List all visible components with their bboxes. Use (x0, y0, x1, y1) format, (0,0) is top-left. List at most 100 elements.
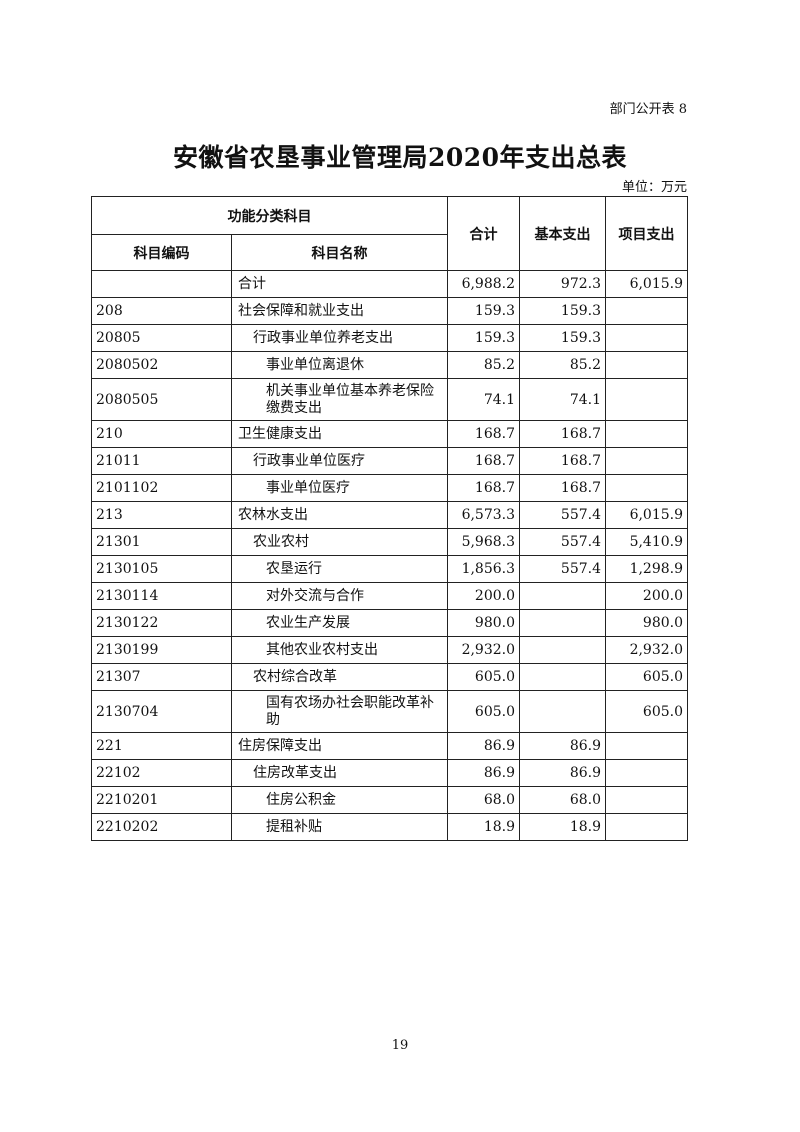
cell-total: 74.1 (447, 378, 520, 421)
cell-total: 159.3 (447, 297, 520, 325)
cell-project (605, 351, 688, 379)
cell-name: 农垦运行 (231, 555, 448, 583)
cell-basic (519, 663, 606, 691)
cell-project: 1,298.9 (605, 555, 688, 583)
cell-project: 5,410.9 (605, 528, 688, 556)
table-row: 2130105 农垦运行 1,856.3 557.4 1,298.9 (91, 555, 688, 583)
cell-project: 6,015.9 (605, 270, 688, 298)
cell-name: 农业生产发展 (231, 609, 448, 637)
cell-name: 社会保障和就业支出 (231, 297, 448, 325)
cell-name: 国有农场办社会职能改革补助 (231, 690, 448, 733)
cell-code: 20805 (91, 324, 232, 352)
cell-code: 2210201 (91, 786, 232, 814)
cell-code: 2130114 (91, 582, 232, 610)
cell-total: 159.3 (447, 324, 520, 352)
table-row: 20805 行政事业单位养老支出 159.3 159.3 (91, 324, 688, 352)
table-row: 2130122 农业生产发展 980.0 980.0 (91, 609, 688, 637)
cell-project: 200.0 (605, 582, 688, 610)
cell-code: 2130105 (91, 555, 232, 583)
cell-code: 21307 (91, 663, 232, 691)
cell-code: 210 (91, 420, 232, 448)
cell-total: 605.0 (447, 663, 520, 691)
cell-name: 农村综合改革 (231, 663, 448, 691)
cell-project (605, 759, 688, 787)
cell-total: 6,988.2 (447, 270, 520, 298)
cell-total: 85.2 (447, 351, 520, 379)
cell-basic: 86.9 (519, 759, 606, 787)
cell-basic: 168.7 (519, 420, 606, 448)
cell-project: 980.0 (605, 609, 688, 637)
cell-total: 86.9 (447, 759, 520, 787)
header-project: 项目支出 (605, 196, 688, 271)
cell-basic: 972.3 (519, 270, 606, 298)
cell-basic: 159.3 (519, 324, 606, 352)
cell-total: 6,573.3 (447, 501, 520, 529)
table-row: 2210201 住房公积金 68.0 68.0 (91, 786, 688, 814)
cell-code: 2080502 (91, 351, 232, 379)
cell-project (605, 813, 688, 841)
header-total: 合计 (447, 196, 520, 271)
cell-basic: 85.2 (519, 351, 606, 379)
cell-name: 合计 (231, 270, 448, 298)
cell-total: 86.9 (447, 732, 520, 760)
header-group: 功能分类科目 (91, 196, 448, 235)
cell-code: 2101102 (91, 474, 232, 502)
cell-name: 对外交流与合作 (231, 582, 448, 610)
cell-name: 卫生健康支出 (231, 420, 448, 448)
table-row: 21307 农村综合改革 605.0 605.0 (91, 663, 688, 691)
cell-total: 68.0 (447, 786, 520, 814)
cell-code: 2130199 (91, 636, 232, 664)
cell-name: 事业单位医疗 (231, 474, 448, 502)
cell-project (605, 474, 688, 502)
header-name: 科目名称 (231, 234, 448, 271)
table-row: 2080505 机关事业单位基本养老保险缴费支出 74.1 74.1 (91, 378, 688, 421)
page-title: 安徽省农垦事业管理局2020年支出总表 (172, 143, 628, 172)
cell-basic: 168.7 (519, 447, 606, 475)
cell-project (605, 786, 688, 814)
cell-project (605, 420, 688, 448)
table-row: 208 社会保障和就业支出 159.3 159.3 (91, 297, 688, 325)
cell-project: 605.0 (605, 663, 688, 691)
cell-name: 提租补贴 (231, 813, 448, 841)
cell-project: 605.0 (605, 690, 688, 733)
cell-code: 208 (91, 297, 232, 325)
table-row: 213 农林水支出 6,573.3 557.4 6,015.9 (91, 501, 688, 529)
cell-basic (519, 609, 606, 637)
cell-total: 605.0 (447, 690, 520, 733)
table-row: 2130114 对外交流与合作 200.0 200.0 (91, 582, 688, 610)
document-tag: 部门公开表 8 (609, 102, 687, 117)
cell-basic (519, 636, 606, 664)
table-row: 2080502 事业单位离退休 85.2 85.2 (91, 351, 688, 379)
cell-name: 行政事业单位养老支出 (231, 324, 448, 352)
cell-basic: 557.4 (519, 555, 606, 583)
table-row: 22102 住房改革支出 86.9 86.9 (91, 759, 688, 787)
cell-code (91, 270, 232, 298)
header-code: 科目编码 (91, 234, 232, 271)
table-row: 21011 行政事业单位医疗 168.7 168.7 (91, 447, 688, 475)
cell-project (605, 297, 688, 325)
cell-code: 21011 (91, 447, 232, 475)
cell-code: 21301 (91, 528, 232, 556)
cell-code: 221 (91, 732, 232, 760)
cell-code: 2210202 (91, 813, 232, 841)
cell-basic: 18.9 (519, 813, 606, 841)
header-basic: 基本支出 (519, 196, 606, 271)
cell-total: 5,968.3 (447, 528, 520, 556)
cell-total: 980.0 (447, 609, 520, 637)
cell-name: 住房改革支出 (231, 759, 448, 787)
cell-code: 22102 (91, 759, 232, 787)
cell-name: 事业单位离退休 (231, 351, 448, 379)
cell-basic: 86.9 (519, 732, 606, 760)
cell-project (605, 447, 688, 475)
cell-name: 行政事业单位医疗 (231, 447, 448, 475)
cell-name: 住房公积金 (231, 786, 448, 814)
cell-basic: 74.1 (519, 378, 606, 421)
cell-total: 18.9 (447, 813, 520, 841)
cell-total: 2,932.0 (447, 636, 520, 664)
table-row: 21301 农业农村 5,968.3 557.4 5,410.9 (91, 528, 688, 556)
cell-total: 168.7 (447, 447, 520, 475)
table-row: 合计 6,988.2 972.3 6,015.9 (91, 270, 688, 298)
cell-code: 2080505 (91, 378, 232, 421)
cell-total: 200.0 (447, 582, 520, 610)
cell-total: 1,856.3 (447, 555, 520, 583)
